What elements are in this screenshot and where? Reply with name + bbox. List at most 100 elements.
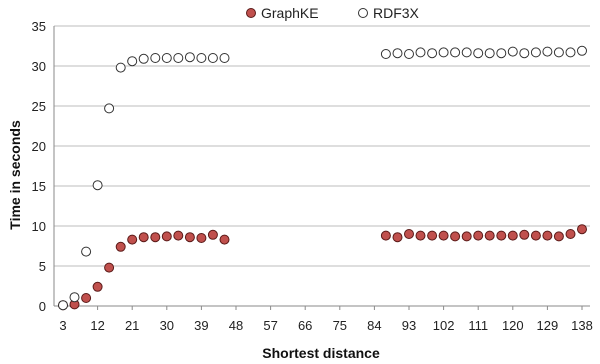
legend: GraphKE RDF3X [246, 5, 420, 21]
y-tick-label: 5 [39, 259, 46, 274]
point-graphke [519, 229, 530, 240]
point-graphke [450, 231, 461, 242]
legend-marker-graphke [246, 8, 256, 18]
legend-label-graphke: GraphKE [261, 5, 319, 21]
y-tick-label: 10 [32, 219, 46, 234]
x-tick-label: 93 [402, 318, 416, 333]
point-graphke [104, 262, 115, 273]
legend-marker-rdf3x [358, 8, 368, 18]
legend-label-rdf3x: RDF3X [373, 5, 420, 21]
gridlines [54, 25, 590, 267]
point-graphke [115, 241, 126, 252]
point-graphke [553, 231, 564, 242]
point-graphke [542, 230, 553, 241]
point-graphke [415, 230, 426, 241]
y-tick-label: 0 [39, 299, 46, 314]
x-tick-label: 3 [59, 318, 66, 333]
point-graphke [150, 232, 161, 243]
point-rdf3x [415, 47, 426, 58]
point-rdf3x [565, 47, 576, 58]
point-graphke [92, 281, 103, 292]
x-tick-label: 111 [468, 318, 488, 333]
point-rdf3x [484, 48, 495, 59]
point-graphke [161, 231, 172, 242]
x-tick-label: 39 [194, 318, 208, 333]
point-rdf3x [496, 48, 507, 59]
point-graphke [219, 234, 230, 245]
point-graphke [484, 230, 495, 241]
y-tick-label: 35 [32, 19, 46, 34]
point-rdf3x [519, 48, 530, 59]
point-rdf3x [173, 53, 184, 63]
point-graphke [207, 229, 218, 240]
x-tick-label: 66 [298, 318, 312, 333]
point-rdf3x [104, 103, 115, 114]
x-tick-label: 57 [263, 318, 277, 333]
point-graphke [404, 229, 414, 239]
point-rdf3x [380, 49, 391, 59]
y-tick-label: 20 [32, 139, 46, 154]
x-axis-ticks: 3 12 21 30 39 48 57 66 75 84 93 102 111 120 129 138 [59, 306, 593, 333]
point-rdf3x [530, 47, 541, 58]
point-rdf3x [507, 46, 518, 57]
x-tick-label: 21 [125, 318, 139, 333]
point-rdf3x [542, 46, 553, 57]
point-rdf3x [81, 246, 92, 257]
point-rdf3x [92, 180, 103, 191]
point-rdf3x [161, 53, 172, 63]
point-graphke [496, 230, 507, 241]
point-rdf3x [553, 47, 564, 58]
x-tick-label: 84 [367, 318, 381, 333]
point-graphke [184, 232, 195, 243]
point-graphke [461, 231, 472, 242]
point-graphke [81, 293, 92, 303]
point-rdf3x [58, 300, 68, 311]
point-rdf3x [450, 47, 461, 58]
point-rdf3x [138, 53, 149, 64]
point-graphke [507, 230, 518, 241]
point-graphke [173, 230, 184, 241]
x-tick-label: 129 [537, 318, 559, 333]
point-graphke [127, 234, 138, 245]
x-tick-label: 12 [90, 318, 104, 333]
axes [53, 26, 590, 307]
point-rdf3x [461, 47, 472, 58]
point-rdf3x [219, 53, 230, 63]
point-graphke [427, 230, 438, 241]
point-graphke [565, 229, 576, 239]
point-rdf3x [184, 52, 195, 63]
point-rdf3x [115, 62, 126, 73]
point-rdf3x [438, 47, 449, 58]
point-rdf3x [207, 53, 218, 63]
point-rdf3x [150, 53, 161, 63]
point-graphke [577, 224, 587, 235]
y-tick-label: 25 [32, 99, 46, 114]
point-graphke [392, 232, 403, 243]
point-rdf3x [69, 292, 80, 303]
point-rdf3x [392, 48, 403, 59]
y-tick-label: 30 [32, 59, 46, 74]
x-tick-label: 30 [160, 318, 174, 333]
data-points [58, 45, 587, 311]
y-axis-title: Time in seconds [7, 120, 23, 230]
point-rdf3x [473, 48, 484, 59]
series-graphke [58, 224, 587, 311]
point-graphke [530, 230, 541, 241]
point-rdf3x [427, 48, 438, 59]
point-rdf3x [196, 53, 207, 63]
point-graphke [438, 230, 449, 241]
x-tick-label: 138 [571, 318, 593, 333]
x-axis-title: Shortest distance [262, 345, 380, 361]
x-tick-label: 75 [333, 318, 347, 333]
point-graphke [473, 230, 484, 241]
series-rdf3x [58, 45, 587, 311]
x-tick-label: 48 [229, 318, 243, 333]
point-rdf3x [404, 49, 414, 59]
point-graphke [380, 230, 391, 241]
x-tick-label: 102 [433, 318, 455, 333]
point-rdf3x [127, 56, 138, 67]
point-graphke [196, 233, 207, 243]
point-rdf3x [577, 45, 587, 56]
x-tick-label: 120 [502, 318, 524, 333]
